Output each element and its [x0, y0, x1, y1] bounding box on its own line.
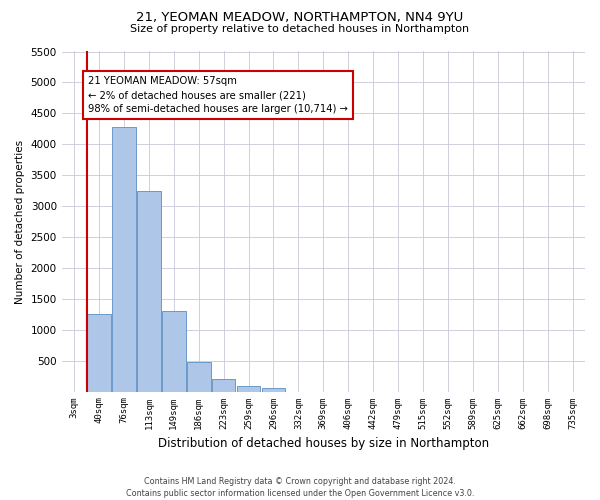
Bar — [112, 127, 136, 392]
Bar — [137, 190, 161, 392]
Text: Contains HM Land Registry data © Crown copyright and database right 2024.
Contai: Contains HM Land Registry data © Crown c… — [126, 476, 474, 498]
Text: 21 YEOMAN MEADOW: 57sqm
← 2% of detached houses are smaller (221)
98% of semi-de: 21 YEOMAN MEADOW: 57sqm ← 2% of detached… — [88, 76, 349, 114]
Bar — [262, 388, 286, 392]
Bar — [212, 379, 235, 392]
Bar — [87, 314, 111, 392]
Y-axis label: Number of detached properties: Number of detached properties — [15, 140, 25, 304]
Text: Size of property relative to detached houses in Northampton: Size of property relative to detached ho… — [130, 24, 470, 34]
Bar — [187, 362, 211, 392]
Text: 21, YEOMAN MEADOW, NORTHAMPTON, NN4 9YU: 21, YEOMAN MEADOW, NORTHAMPTON, NN4 9YU — [136, 11, 464, 24]
X-axis label: Distribution of detached houses by size in Northampton: Distribution of detached houses by size … — [158, 437, 489, 450]
Bar — [162, 311, 185, 392]
Bar — [237, 386, 260, 392]
